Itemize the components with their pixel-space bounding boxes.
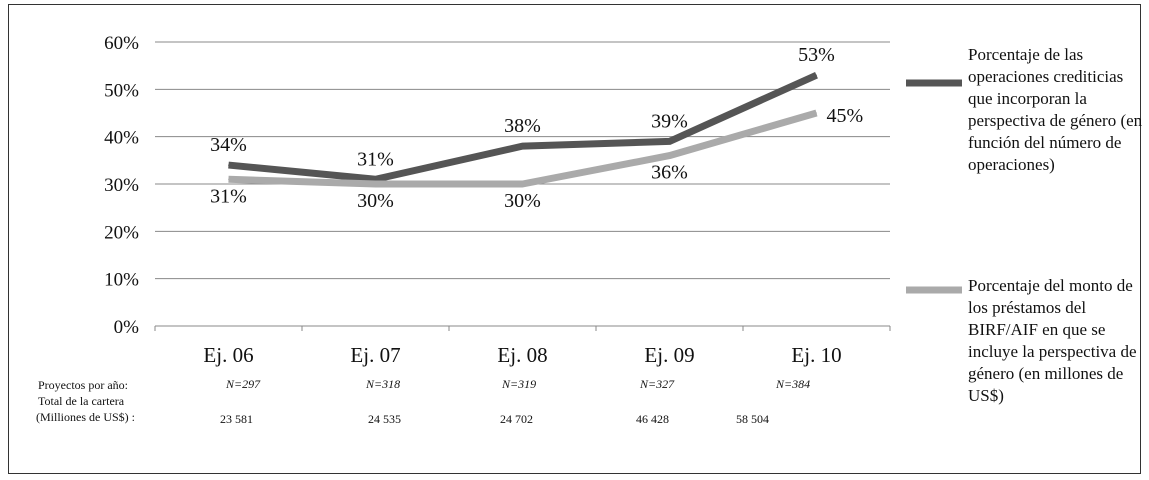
y-tick-label: 20% <box>104 222 139 243</box>
y-tick-label: 0% <box>114 317 140 338</box>
projects-count-ej06: N=297 <box>226 377 261 391</box>
data-point <box>228 178 229 180</box>
portfolio-total-ej09: 46 428 <box>636 412 669 426</box>
data-label: 39% <box>651 110 688 132</box>
data-point <box>816 74 817 76</box>
projects-count-ej08: N=319 <box>502 377 537 391</box>
y-tick-label: 40% <box>104 128 139 149</box>
data-label: 45% <box>827 105 864 127</box>
portfolio-total-ej06: 23 581 <box>220 412 253 426</box>
data-point <box>669 155 670 157</box>
y-tick-label: 60% <box>104 33 139 54</box>
data-point <box>522 183 523 185</box>
data-label: 30% <box>504 190 541 212</box>
portfolio-total-ej10: 58 504 <box>736 412 769 426</box>
portfolio-total-label-line1: Total de la cartera <box>38 394 125 408</box>
x-tick-label: Ej. 10 <box>791 343 841 367</box>
y-tick-label: 30% <box>104 175 139 196</box>
y-tick-label: 10% <box>104 270 139 291</box>
portfolio-total-label-line2: (Milliones de US$) : <box>36 410 135 424</box>
x-tick-label: Ej. 09 <box>644 343 694 367</box>
data-label: 53% <box>798 44 835 66</box>
portfolio-total-ej07: 24 535 <box>368 412 401 426</box>
data-label: 38% <box>504 115 541 137</box>
data-label: 31% <box>210 185 247 207</box>
data-point <box>375 178 376 180</box>
projects-count-ej07: N=318 <box>366 377 401 391</box>
data-label: 36% <box>651 162 688 184</box>
data-point <box>816 112 817 114</box>
projects-per-year-label: Proyectos por año: <box>38 378 128 392</box>
data-point <box>669 140 670 142</box>
data-point <box>522 145 523 147</box>
x-tick-label: Ej. 08 <box>497 343 547 367</box>
y-tick-label: 50% <box>104 80 139 101</box>
data-label: 34% <box>210 134 247 156</box>
x-tick-label: Ej. 06 <box>203 343 253 367</box>
projects-count-ej09: N=327 <box>640 377 675 391</box>
portfolio-total-ej08: 24 702 <box>500 412 533 426</box>
projects-count-ej10: N=384 <box>776 377 811 391</box>
data-point <box>375 183 376 185</box>
legend-label-series-2: Porcentaje del monto de los préstamos de… <box>968 276 1137 405</box>
data-point <box>228 164 229 166</box>
data-label: 30% <box>357 190 394 212</box>
legend-label-series-1: Porcentaje de las operaciones crediticia… <box>968 45 1143 174</box>
x-tick-label: Ej. 07 <box>350 343 400 367</box>
data-label: 31% <box>357 148 394 170</box>
